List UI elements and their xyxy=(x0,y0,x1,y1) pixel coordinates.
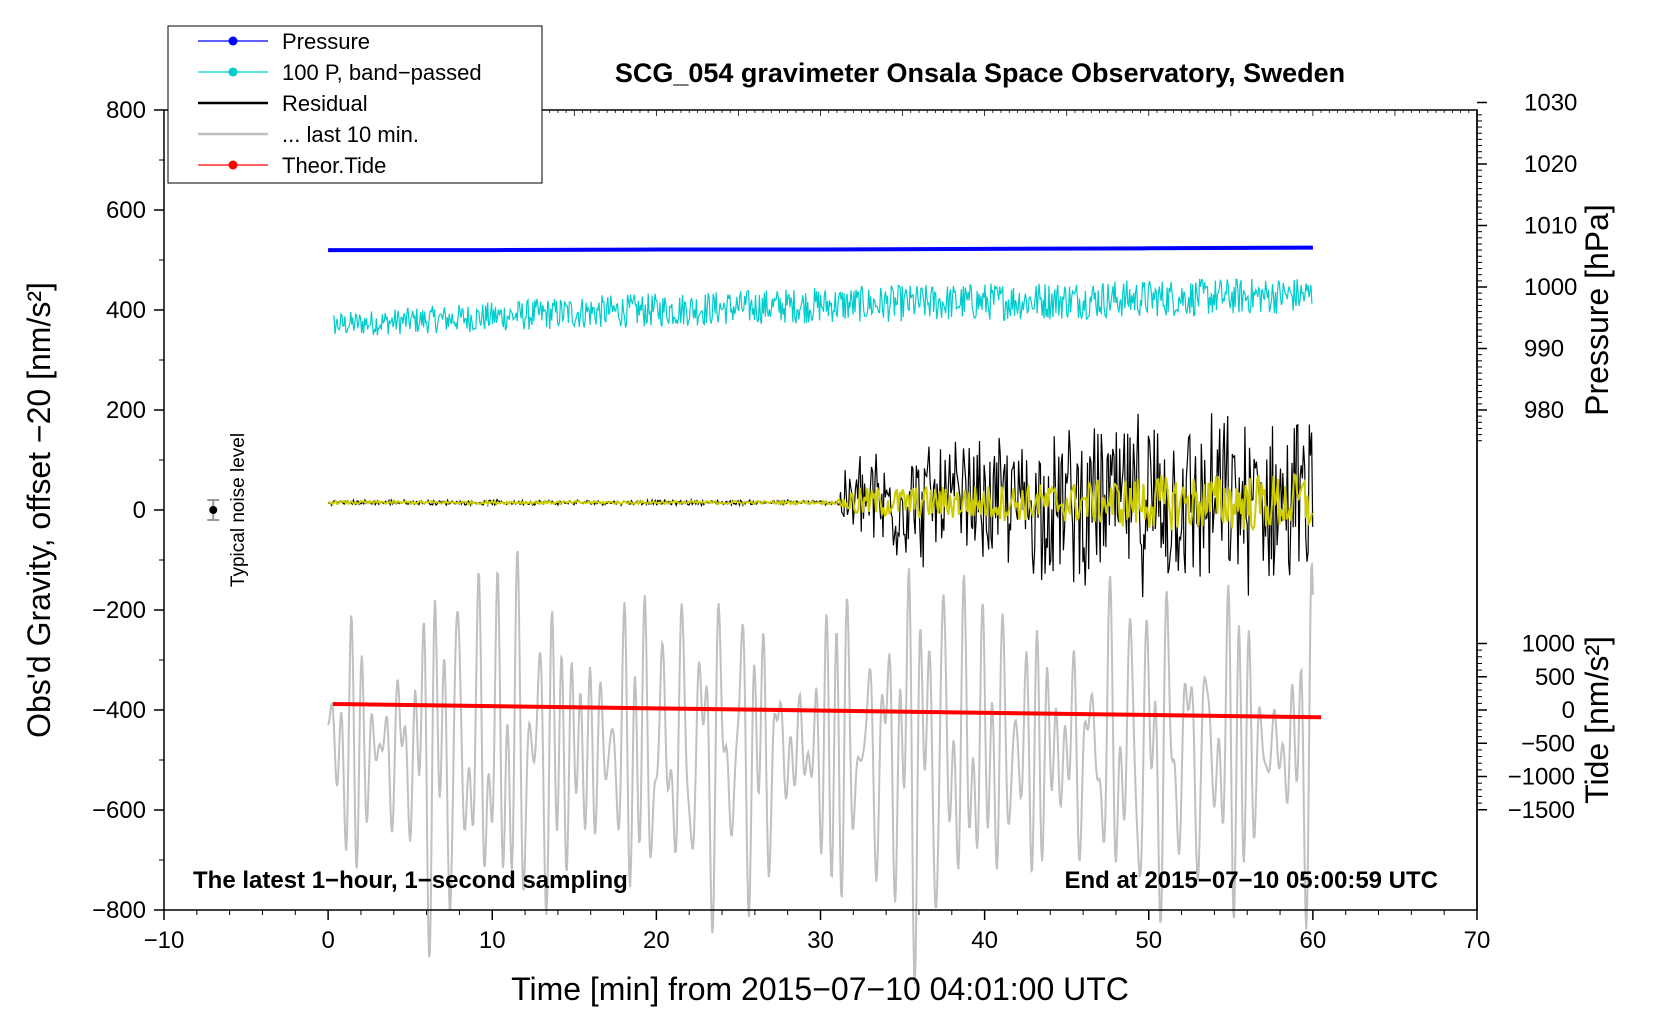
x-tick-label: −10 xyxy=(144,927,185,954)
noise-point xyxy=(209,506,218,514)
x-tick-label: 20 xyxy=(643,927,670,954)
series-pressure-bandpassed-line xyxy=(332,278,1313,336)
chart-title: SCG_054 gravimeter Onsala Space Observat… xyxy=(615,58,1345,88)
y-tick-label: 400 xyxy=(106,297,146,324)
y-tick-label: −200 xyxy=(92,597,146,624)
end-time-note: End at 2015−07−10 05:00:59 UTC xyxy=(1064,867,1438,894)
legend-label: Theor.Tide xyxy=(282,153,386,178)
y-tick-label: 600 xyxy=(106,197,146,224)
pressure-tick-label: 980 xyxy=(1524,397,1564,424)
tide-tick-label: −1500 xyxy=(1508,797,1575,824)
tide-tick-label: −500 xyxy=(1521,730,1575,757)
legend-label: Residual xyxy=(282,91,368,116)
series-residual-smoothed-line xyxy=(328,472,1313,532)
y-tick-label: 200 xyxy=(106,397,146,424)
pressure-tick-label: 1010 xyxy=(1524,213,1577,240)
legend-swatch-marker xyxy=(228,67,238,77)
series-residual-line xyxy=(328,413,1314,598)
x-axis-ticks: −10 0 10 20 30 40 50 60 70 xyxy=(144,910,1491,954)
axis-layer: −10 0 10 20 30 40 50 60 70 8006004002000−200−400… xyxy=(92,90,1577,955)
y-tick-label: −800 xyxy=(92,897,146,924)
x-tick-label: 60 xyxy=(1300,927,1327,954)
x-tick-label: 30 xyxy=(807,927,834,954)
series-last-10-min-line xyxy=(327,550,1314,984)
series-theoretical-tide-line xyxy=(332,702,1322,720)
x-tick-label: 70 xyxy=(1464,927,1491,954)
x-tick-label: 50 xyxy=(1135,927,1162,954)
tide-tick-label: 0 xyxy=(1562,697,1575,724)
y-axis-pressure-title: Pressure [hPa] xyxy=(1579,204,1615,416)
legend-swatch-marker xyxy=(228,160,238,170)
pressure-tick-label: 1030 xyxy=(1524,90,1577,117)
y-tick-label: 800 xyxy=(106,97,146,124)
legend-label: ... last 10 min. xyxy=(282,122,419,147)
series-pressure-line xyxy=(328,245,1313,253)
y-tick-label: −600 xyxy=(92,797,146,824)
noise-level-indicator xyxy=(207,499,220,521)
x-axis-title: Time [min] from 2015−07−10 04:01:00 UTC xyxy=(511,971,1129,1007)
pressure-axis-ticks: 1030 1020 1010 1000 990 980 xyxy=(1477,90,1577,442)
legend-label: Pressure xyxy=(282,29,370,54)
tide-axis-ticks: 1000 500 0 −500 −1000 −1500 xyxy=(1477,631,1575,824)
y-tick-label: −400 xyxy=(92,697,146,724)
legend-swatch-marker xyxy=(228,36,238,46)
legend-box xyxy=(167,25,543,184)
x-tick-label: 10 xyxy=(479,927,506,954)
x-tick-label: 40 xyxy=(971,927,998,954)
pressure-tick-label: 1020 xyxy=(1524,151,1577,178)
y-tick-label: 0 xyxy=(133,497,146,524)
tide-tick-label: −1000 xyxy=(1508,764,1575,791)
tide-tick-label: 1000 xyxy=(1522,631,1575,658)
noise-level-label: Typical noise level xyxy=(228,433,249,587)
series-layer xyxy=(327,245,1322,984)
y-axis-tide-title: Tide [nm/s²] xyxy=(1579,636,1615,804)
pressure-tick-label: 990 xyxy=(1524,336,1564,363)
y-axis-ticks: 800 600 400 200 0 −200 −400 −600 −800 xyxy=(92,97,164,924)
tide-tick-label: 500 xyxy=(1535,664,1575,691)
y-axis-left-title: Obs'd Gravity, offset −20 [nm/s²] xyxy=(21,282,57,738)
legend: Pressure 100 P, band−passed Residual ... la… xyxy=(167,25,543,184)
legend-label: 100 P, band−passed xyxy=(282,60,482,85)
pressure-tick-label: 1000 xyxy=(1524,274,1577,301)
sampling-note: The latest 1−hour, 1−second sampling xyxy=(193,867,628,894)
x-tick-label: 0 xyxy=(321,927,334,954)
